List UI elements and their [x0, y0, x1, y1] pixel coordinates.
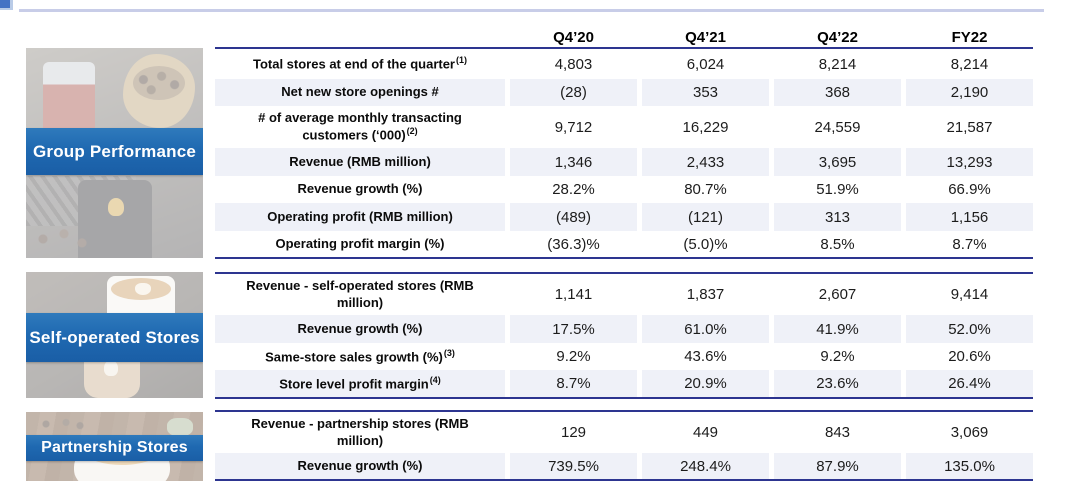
cell-value: 52.0% — [906, 315, 1033, 343]
cell-value: 8.7% — [952, 235, 987, 253]
cell-value: (121) — [642, 203, 769, 231]
cell-value: 23.6% — [774, 370, 901, 397]
table-row: # of average monthly transacting custome… — [215, 106, 1033, 148]
cell-value: 9.2% — [820, 348, 855, 365]
column-header-q420: Q4’20 — [553, 29, 594, 46]
cell-value: 3,695 — [774, 148, 901, 176]
cell-value: 43.6% — [684, 348, 727, 365]
table-row: Store level profit margin(4) 8.7% 20.9% … — [215, 370, 1033, 397]
row-label: Store level profit margin(4) — [215, 370, 505, 397]
table-row: Revenue (RMB million) 1,346 2,433 3,695 … — [215, 148, 1033, 176]
row-label: Revenue - self-operated stores (RMB mill… — [246, 278, 474, 310]
row-label: Same-store sales growth (%)(3) — [265, 347, 455, 365]
cell-value: 8.5% — [820, 235, 855, 253]
cell-value: 17.5% — [510, 315, 637, 343]
cell-value: 51.9% — [816, 181, 859, 198]
cell-value: 9,712 — [554, 118, 593, 136]
cell-value: 1,837 — [686, 286, 725, 303]
table-row: Operating profit margin (%) (36.3)% (5.0… — [215, 231, 1033, 257]
partnership-stores-table: Revenue - partnership stores (RMB millio… — [215, 410, 1033, 481]
title-placeholder-marker — [0, 0, 13, 10]
cell-value: 4,803 — [554, 55, 593, 73]
cell-value: 66.9% — [948, 181, 991, 198]
table-row: Revenue - partnership stores (RMB millio… — [215, 412, 1033, 453]
table-row: Operating profit (RMB million) (489) (12… — [215, 203, 1033, 231]
cell-value: 8.7% — [510, 370, 637, 397]
cell-value: 1,156 — [906, 203, 1033, 231]
cell-value: 24,559 — [814, 118, 861, 136]
cell-value: 2,433 — [642, 148, 769, 176]
cell-value: 13,293 — [906, 148, 1033, 176]
cell-value: (28) — [510, 79, 637, 106]
row-label: # of average monthly transacting custome… — [258, 110, 462, 143]
cell-value: 26.4% — [906, 370, 1033, 397]
row-label: Revenue growth (%) — [215, 315, 505, 343]
row-label: Revenue growth (%) — [215, 453, 505, 479]
cell-value: 1,141 — [554, 286, 593, 303]
cell-value: 8,214 — [950, 55, 989, 73]
cell-value: (489) — [510, 203, 637, 231]
cell-value: 8,214 — [818, 55, 857, 73]
cell-value: 16,229 — [682, 118, 729, 136]
header-spacer — [215, 25, 505, 46]
table-row: Revenue - self-operated stores (RMB mill… — [215, 274, 1033, 315]
row-label: Revenue growth (%) — [297, 181, 423, 197]
cell-value: 21,587 — [946, 118, 993, 136]
cell-value: 28.2% — [552, 181, 595, 198]
table-row: Revenue growth (%) 28.2% 80.7% 51.9% 66.… — [215, 176, 1033, 203]
table-row: Total stores at end of the quarter(1) 4,… — [215, 49, 1033, 79]
cell-value: 3,069 — [950, 424, 989, 441]
row-label: Total stores at end of the quarter(1) — [252, 55, 467, 72]
cell-value: (5.0)% — [683, 235, 728, 253]
cell-value: 449 — [692, 424, 719, 441]
group-performance-table: Total stores at end of the quarter(1) 4,… — [215, 47, 1033, 259]
table-row: Same-store sales growth (%)(3) 9.2% 43.6… — [215, 343, 1033, 370]
cell-value: 739.5% — [510, 453, 637, 479]
row-label: Net new store openings # — [215, 79, 505, 106]
section-banner-group-performance: Group Performance — [26, 128, 203, 175]
cell-value: 2,190 — [906, 79, 1033, 106]
cell-value: 248.4% — [642, 453, 769, 479]
self-operated-stores-panel: Self-operated Stores — [26, 272, 203, 398]
table-column-headers: Q4’20 Q4’21 Q4’22 FY22 — [215, 25, 1033, 46]
table-row: Net new store openings # (28) 353 368 2,… — [215, 79, 1033, 106]
table-row: Revenue growth (%) 17.5% 61.0% 41.9% 52.… — [215, 315, 1033, 343]
section-banner-self-operated-stores: Self-operated Stores — [26, 313, 203, 362]
cell-value: 87.9% — [774, 453, 901, 479]
cell-value: 9.2% — [556, 348, 591, 365]
cell-value: 135.0% — [906, 453, 1033, 479]
cell-value: 41.9% — [774, 315, 901, 343]
cell-value: 353 — [642, 79, 769, 106]
partnership-stores-panel: Partnership Stores — [26, 412, 203, 481]
column-header-q421: Q4’21 — [685, 29, 726, 46]
cell-value: 368 — [774, 79, 901, 106]
group-performance-panel: Group Performance — [26, 48, 203, 258]
cell-value: 80.7% — [684, 181, 727, 198]
cell-value: 20.6% — [948, 348, 991, 365]
cell-value: 20.9% — [642, 370, 769, 397]
cell-value: 843 — [824, 424, 851, 441]
cell-value: 6,024 — [686, 55, 725, 73]
section-banner-partnership-stores: Partnership Stores — [26, 435, 203, 461]
top-divider — [19, 9, 1044, 12]
row-label: Revenue (RMB million) — [215, 148, 505, 176]
cell-value: (36.3)% — [547, 235, 600, 253]
column-header-q422: Q4’22 — [817, 29, 858, 46]
row-label: Operating profit (RMB million) — [215, 203, 505, 231]
cell-value: 61.0% — [642, 315, 769, 343]
self-operated-stores-table: Revenue - self-operated stores (RMB mill… — [215, 272, 1033, 399]
cell-value: 129 — [560, 424, 587, 441]
cell-value: 1,346 — [510, 148, 637, 176]
row-label: Revenue - partnership stores (RMB millio… — [251, 416, 469, 448]
cell-value: 9,414 — [950, 286, 989, 303]
cell-value: 313 — [774, 203, 901, 231]
table-row: Revenue growth (%) 739.5% 248.4% 87.9% 1… — [215, 453, 1033, 479]
cell-value: 2,607 — [818, 286, 857, 303]
column-header-fy22: FY22 — [951, 29, 988, 46]
row-label: Operating profit margin (%) — [275, 235, 445, 251]
